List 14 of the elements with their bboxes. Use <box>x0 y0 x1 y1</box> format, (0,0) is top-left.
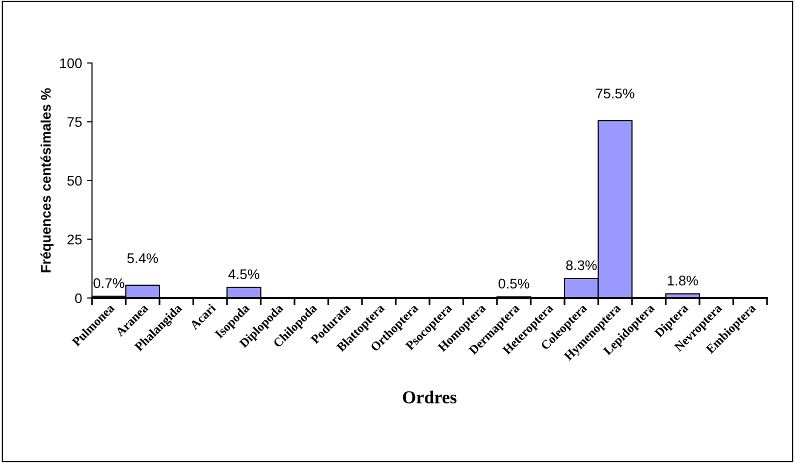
data-label: 75.5% <box>596 88 634 98</box>
data-label: 1.8% <box>668 276 698 286</box>
data-label: 8.3% <box>566 260 597 270</box>
data-label: 5.4% <box>127 253 158 264</box>
y-tick-label: 50 <box>67 176 82 186</box>
y-tick-label: 100 <box>60 58 82 68</box>
data-label: 0.5% <box>498 278 530 289</box>
y-tick-label: 75 <box>68 117 82 127</box>
data-label: 0.7% <box>94 278 124 288</box>
data-label: 4.5% <box>228 269 260 280</box>
y-tick-label: 25 <box>68 234 82 244</box>
y-axis-title: Fréquences centésimales % <box>40 88 54 272</box>
x-axis-title: Ordres <box>402 390 456 404</box>
y-tick-label: 0 <box>75 293 82 304</box>
